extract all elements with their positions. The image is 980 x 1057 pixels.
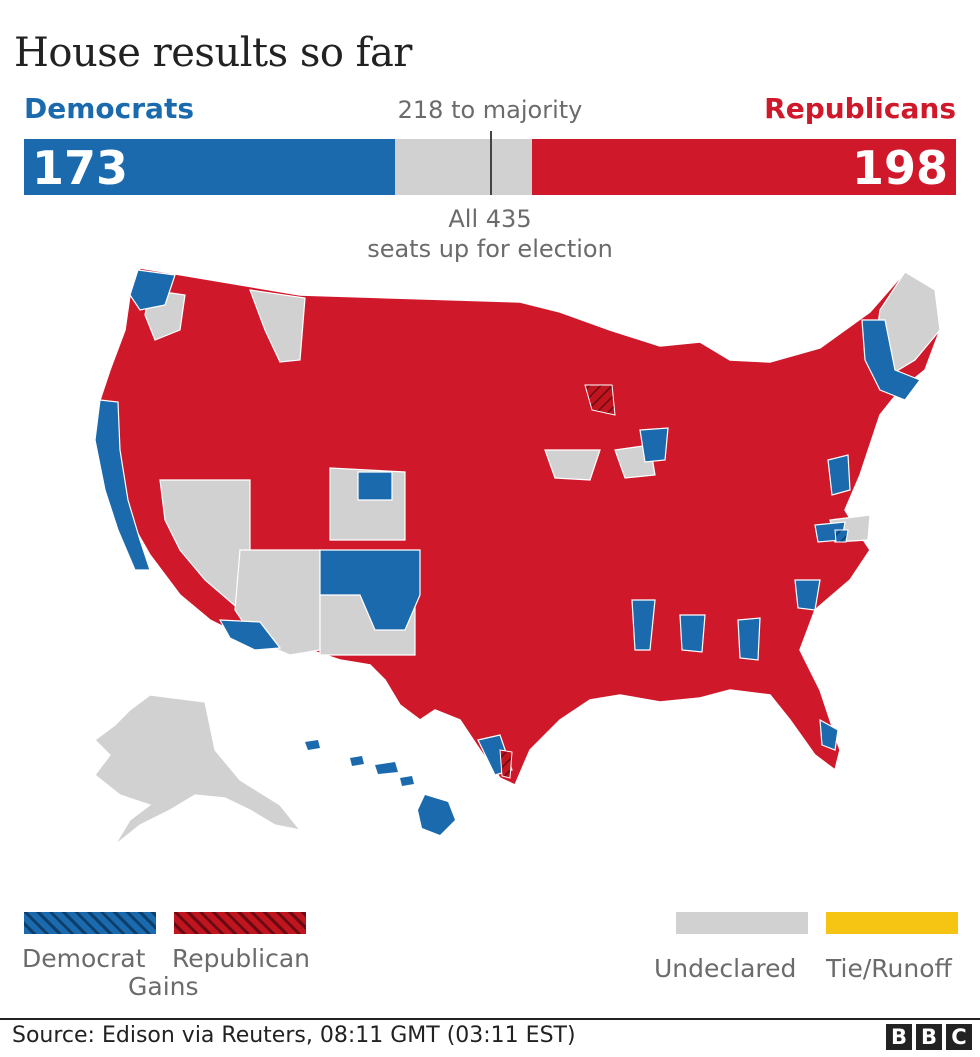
democrat-georgia [737,617,761,661]
democrat-alabama [679,614,706,653]
democrat-new-mexico [319,549,421,631]
legend-democrat-label: Democrat [22,944,146,973]
republican-bar-segment: 198 [531,139,956,195]
source-note: Source: Edison via Reuters, 08:11 GMT (0… [12,1023,576,1048]
democrat-great-lakes [639,427,669,463]
majority-label: 218 to majority [397,96,583,124]
democrats-label: Democrats [24,92,194,125]
hawaii-big-island [418,795,455,835]
bbc-logo-letter-2: B [916,1024,942,1050]
seat-bar: 173 198 [24,139,956,195]
seats-note-line1: All 435 [448,205,532,233]
democrat-bar-segment: 173 [24,139,395,195]
bbc-logo-letter-1: B [886,1024,912,1050]
democrat-denver [357,471,393,501]
legend-tie-runoff-label: Tie/Runoff [826,954,952,983]
democrat-west-coast [94,399,151,571]
republican-gain-wisconsin [584,384,616,416]
legend-republican-label: Republican [172,944,311,973]
democrat-seat-count: 173 [32,141,129,195]
majority-marker [490,131,493,195]
democrat-puget-sound [129,269,176,311]
hawaii-island-2 [350,756,364,766]
democrat-new-england [861,319,921,401]
hawaii-island-3 [375,762,398,774]
chart-title: House results so far [14,30,412,76]
hawaii-island-1 [305,740,320,750]
democrat-southern-california [218,619,282,651]
legend-gains-label: Gains [128,972,199,1001]
bbc-logo: B B C [886,1024,972,1050]
seats-note-line2: seats up for election [367,235,613,263]
contiguous-us-shape [94,267,941,787]
footer-divider [0,1018,980,1020]
bbc-logo-letter-3: C [946,1024,972,1050]
legend-democrat-gain-swatch [24,912,156,934]
democrat-mid-atlantic [827,454,851,496]
democrat-atlanta [794,579,821,611]
republican-seat-count: 198 [851,141,948,195]
democrat-mississippi-delta [631,599,656,651]
republican-gain-texas [499,749,513,779]
undeclared-wisconsin-minnesota [544,449,601,481]
democrat-florida [819,718,839,751]
democrat-gain-north-carolina [834,529,849,543]
legend-tie-runoff-swatch [826,912,958,934]
republicans-label: Republicans [764,92,956,125]
us-house-results-map [94,267,941,846]
hawaii-island-4 [400,776,414,786]
undeclared-idaho-montana [249,289,306,363]
legend-undeclared-swatch [676,912,808,934]
seats-note: All 435 seats up for election [330,204,650,264]
legend-republican-gain-swatch [174,912,306,934]
legend-undeclared-label: Undeclared [654,954,797,983]
alaska-shape [94,694,302,846]
